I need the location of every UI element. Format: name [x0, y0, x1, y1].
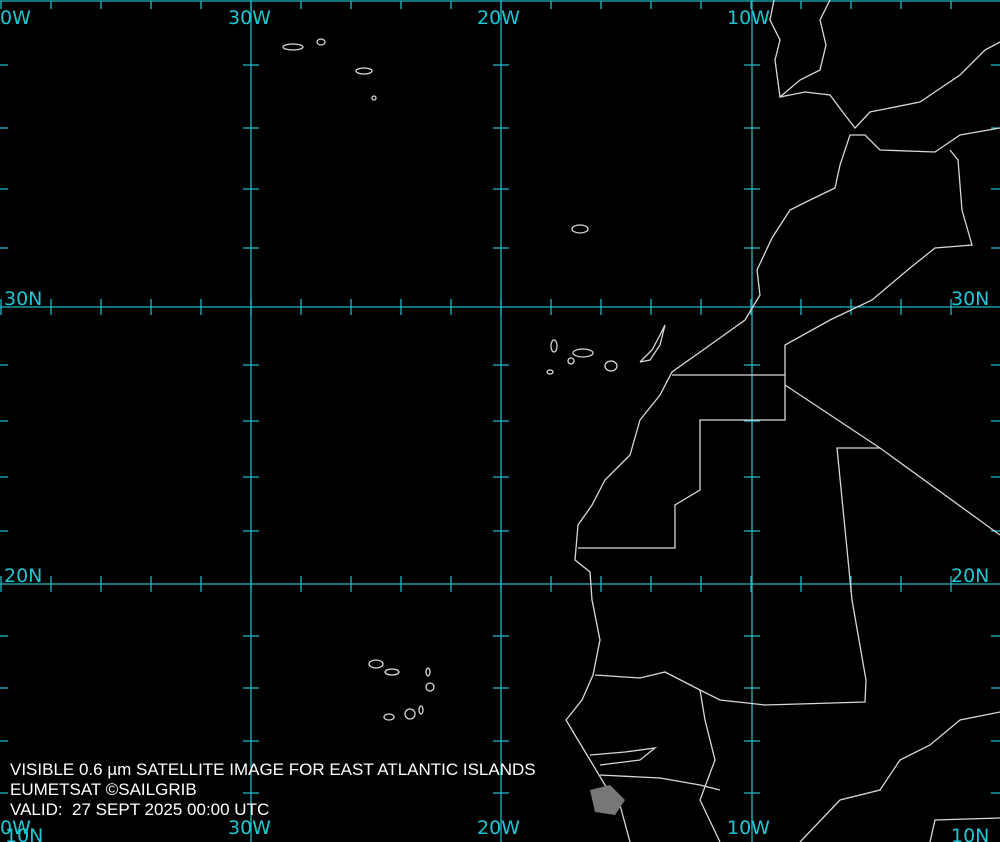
border [699, 689, 721, 842]
island [371, 95, 377, 101]
grid-label: 30W [228, 817, 271, 839]
island [567, 357, 575, 365]
island [571, 224, 589, 234]
coastline [565, 127, 1000, 842]
grid-label: 10N [951, 825, 989, 842]
grid-label: 10W [727, 817, 770, 839]
border [578, 374, 786, 549]
grid-label: 20N [951, 565, 989, 587]
border [784, 384, 1000, 536]
island-group [590, 785, 625, 815]
grid-label: 10W [727, 7, 770, 29]
island [404, 708, 416, 720]
island [368, 659, 384, 669]
border [599, 774, 721, 791]
caption-line: VISIBLE 0.6 µm SATELLITE IMAGE FOR EAST … [10, 760, 536, 779]
border [799, 711, 1000, 842]
island [418, 705, 424, 715]
border [589, 747, 658, 766]
island [316, 38, 326, 46]
island [604, 360, 618, 372]
island [572, 348, 594, 358]
coastlines [282, 0, 1000, 842]
grid-label: 20N [4, 565, 42, 587]
island [425, 682, 435, 692]
island [282, 43, 304, 51]
grid-label: 30N [4, 288, 42, 310]
grid-label: 30W [228, 7, 271, 29]
grid-label: 0W [0, 7, 31, 29]
island [546, 369, 554, 375]
border [594, 447, 880, 706]
island [425, 667, 431, 677]
island [550, 339, 558, 353]
caption: VISIBLE 0.6 µm SATELLITE IMAGE FOR EAST … [10, 760, 536, 819]
grid-label: 20W [477, 817, 520, 839]
coastline [769, 0, 831, 99]
caption-line: VALID: 27 SEPT 2025 00:00 UTC [10, 800, 269, 819]
island [639, 324, 666, 363]
border [929, 817, 1000, 842]
grid-label: 0W [0, 817, 31, 839]
grid-labels: 0W 30W 20W 10W 0W 10N 30W 20W 10W 10N 30… [0, 7, 989, 842]
grid-label: 20W [477, 7, 520, 29]
island [355, 67, 373, 75]
island [383, 713, 395, 721]
caption-line: EUMETSAT ©SAILGRIB [10, 780, 197, 799]
grid-label: 30N [951, 288, 989, 310]
island [384, 668, 400, 676]
grid-label: 10N [5, 825, 43, 842]
coastline [779, 41, 1000, 130]
border [784, 149, 973, 375]
